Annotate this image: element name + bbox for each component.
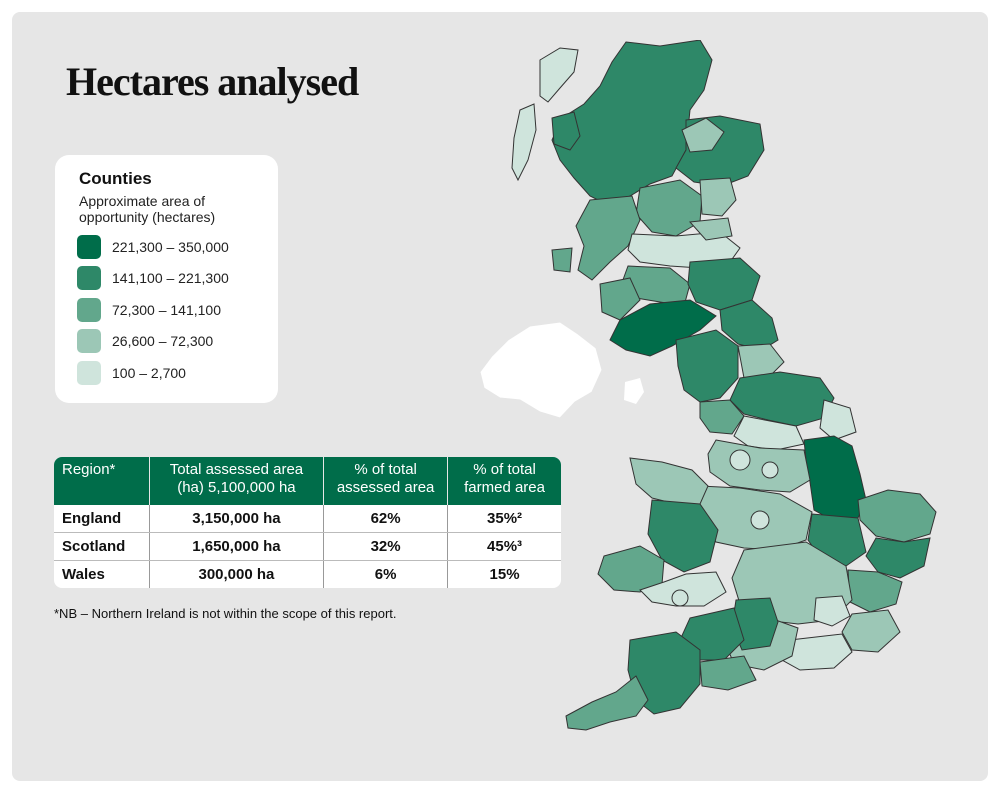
cell-pct-assessed: 62%: [323, 505, 449, 533]
legend-swatch: [77, 266, 101, 290]
legend-label: 141,100 – 221,300: [112, 270, 229, 286]
legend-item: 26,600 – 72,300: [77, 329, 213, 353]
ayrshire-region: [599, 277, 641, 321]
cell-pct-assessed: 6%: [323, 560, 449, 588]
cell-region: Scotland: [54, 532, 150, 561]
legend-title: Counties: [79, 169, 152, 188]
wales-mid-region: [647, 499, 719, 573]
cornwall-region: [565, 675, 649, 731]
legend-label: 72,300 – 141,100: [112, 302, 221, 318]
legend-item: 141,100 – 221,300: [77, 266, 229, 290]
fife-region: [688, 217, 733, 241]
legend-item: 100 – 2,700: [77, 361, 186, 385]
lancashire-region: [699, 399, 745, 435]
skye-shape: [551, 111, 581, 151]
cell-area: 1,650,000 ha: [149, 532, 325, 561]
metro-county-marker: [750, 510, 770, 530]
islay-shape: [551, 247, 573, 273]
cell-area: 3,150,000 ha: [149, 505, 325, 533]
cell-region: England: [54, 505, 150, 533]
cell-pct-assessed: 32%: [323, 532, 449, 561]
table-row: Scotland 1,650,000 ha 32% 45%³: [54, 532, 561, 561]
header-region: Region*: [54, 457, 150, 505]
legend-swatch: [77, 298, 101, 322]
cumbria-region: [675, 329, 739, 403]
legend-swatch: [77, 329, 101, 353]
metro-county-marker: [671, 589, 689, 607]
cell-pct-farmed: 15%: [489, 566, 520, 583]
wales-south-region: [639, 571, 727, 607]
dorset-region: [699, 655, 757, 691]
page-title: Hectares analysed: [66, 59, 359, 104]
northern-ireland-shape: [479, 321, 603, 419]
london-region: [813, 595, 851, 627]
table-row: England 3,150,000 ha 62% 35%²: [54, 505, 561, 533]
small-island-shape: [624, 378, 644, 404]
table-row: Wales 300,000 ha 6% 15%: [54, 560, 561, 588]
angus-region: [699, 177, 737, 217]
norfolk-region: [857, 489, 937, 543]
cell-region: Wales: [54, 560, 150, 588]
perth-region: [635, 179, 703, 237]
cell-pct-farmed: 45%³: [447, 532, 561, 561]
midlands-north-region: [707, 439, 811, 493]
map-legend: Counties Approximate area of opportunity…: [55, 155, 278, 403]
legend-label: 100 – 2,700: [112, 365, 186, 381]
moray-region: [681, 117, 725, 153]
legend-item: 72,300 – 141,100: [77, 298, 221, 322]
footnote: *NB – Northern Ireland is not within the…: [54, 606, 397, 621]
lincolnshire-region: [803, 435, 867, 521]
table-header-row: Region* Total assessed area (ha) 5,100,0…: [54, 457, 561, 505]
header-total-area: Total assessed area (ha) 5,100,000 ha: [149, 457, 325, 505]
outer-hebrides-shape: [539, 47, 579, 103]
metro-county-marker: [761, 461, 779, 479]
region-summary-table: Region* Total assessed area (ha) 5,100,0…: [54, 457, 561, 588]
north-yorkshire-region: [729, 371, 835, 427]
cell-pct-farmed: 35%²: [447, 505, 561, 533]
legend-label: 26,600 – 72,300: [112, 333, 214, 349]
metro-county-marker: [729, 449, 751, 471]
legend-label: 221,300 – 350,000: [112, 239, 229, 255]
uk-choropleth-map: [479, 40, 937, 731]
legend-swatch: [77, 361, 101, 385]
legend-swatch: [77, 235, 101, 259]
header-pct-farmed: % of total farmed area: [447, 457, 561, 505]
legend-item: 221,300 – 350,000: [77, 235, 229, 259]
argyll-region: [575, 195, 641, 281]
legend-subtitle: Approximate area of opportunity (hectare…: [79, 193, 216, 225]
east-yorkshire-region: [819, 399, 857, 441]
durham-region: [737, 343, 785, 379]
suffolk-region: [865, 537, 931, 579]
cell-area: 300,000 ha: [149, 560, 325, 588]
outer-hebrides-south-shape: [511, 103, 537, 182]
kent-region: [841, 609, 901, 653]
wales-north-region: [629, 457, 709, 505]
header-pct-assessed: % of total assessed area: [323, 457, 449, 505]
